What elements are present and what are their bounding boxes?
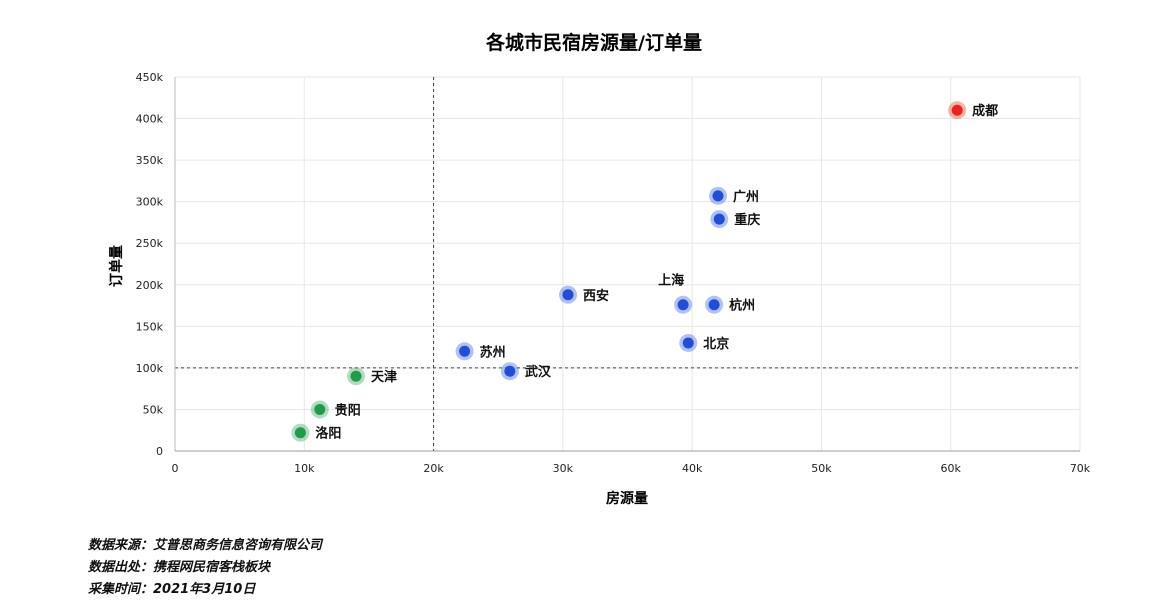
point-label: 贵阳 bbox=[335, 402, 361, 418]
point-label: 上海 bbox=[658, 273, 684, 289]
point-label: 苏州 bbox=[480, 344, 506, 360]
point-苏州: 苏州 bbox=[455, 342, 506, 361]
y-tick-label: 250k bbox=[136, 237, 164, 250]
x-tick-label: 0 bbox=[172, 462, 179, 475]
grid bbox=[175, 76, 1081, 451]
y-axis-label: 订单量 bbox=[108, 245, 125, 287]
point-label: 重庆 bbox=[734, 212, 760, 228]
point-marker bbox=[677, 299, 689, 311]
point-西安: 西安 bbox=[559, 285, 609, 304]
point-上海: 上海 bbox=[658, 273, 693, 314]
point-marker bbox=[951, 104, 963, 116]
y-tick-label: 450k bbox=[136, 71, 164, 84]
y-tick-label: 400k bbox=[136, 113, 164, 126]
footer-origin: 数据出处：携程网民宿客栈板块 bbox=[88, 560, 271, 575]
x-tick-label: 70k bbox=[1070, 462, 1091, 475]
axes bbox=[174, 77, 1080, 452]
point-成都: 成都 bbox=[948, 101, 998, 120]
y-axis-ticks: 0 50k 100k 150k 200k 250k 300k 350k 400k 450k bbox=[136, 71, 164, 458]
point-label: 西安 bbox=[583, 288, 609, 304]
footer-source: 数据来源：艾普思商务信息咨询有限公司 bbox=[88, 538, 323, 553]
x-tick-label: 10k bbox=[294, 462, 315, 475]
point-北京: 北京 bbox=[679, 333, 729, 352]
point-marker bbox=[712, 190, 724, 202]
point-marker bbox=[708, 299, 720, 311]
x-axis-ticks: 0 10k 20k 30k 40k 50k 60k 70k bbox=[172, 462, 1091, 475]
y-tick-label: 50k bbox=[143, 403, 164, 416]
x-tick-label: 60k bbox=[941, 462, 962, 475]
x-axis-label: 房源量 bbox=[606, 490, 648, 507]
point-洛阳: 洛阳 bbox=[291, 423, 341, 442]
point-武汉: 武汉 bbox=[500, 362, 552, 381]
point-marker bbox=[713, 213, 725, 225]
point-label: 杭州 bbox=[729, 298, 755, 314]
point-贵阳: 贵阳 bbox=[310, 400, 361, 419]
y-tick-label: 150k bbox=[136, 320, 164, 333]
y-tick-label: 350k bbox=[136, 154, 164, 167]
point-marker bbox=[314, 403, 326, 415]
y-tick-label: 0 bbox=[156, 445, 163, 458]
x-tick-label: 40k bbox=[682, 462, 703, 475]
point-label: 天津 bbox=[371, 369, 397, 385]
point-label: 成都 bbox=[972, 103, 998, 119]
y-tick-label: 200k bbox=[136, 279, 164, 292]
reference-lines bbox=[175, 77, 1080, 451]
point-杭州: 杭州 bbox=[705, 295, 755, 314]
x-tick-label: 20k bbox=[423, 462, 444, 475]
point-label: 广州 bbox=[733, 189, 759, 205]
point-label: 洛阳 bbox=[315, 426, 341, 442]
point-label: 北京 bbox=[703, 336, 729, 352]
point-广州: 广州 bbox=[709, 186, 759, 205]
point-marker bbox=[294, 427, 306, 439]
footer-date: 采集时间：2021年3月10日 bbox=[88, 582, 256, 597]
point-marker bbox=[562, 289, 574, 301]
point-天津: 天津 bbox=[347, 367, 397, 386]
y-tick-label: 100k bbox=[136, 362, 164, 375]
y-tick-label: 300k bbox=[136, 196, 164, 209]
point-marker bbox=[459, 345, 471, 357]
x-tick-label: 50k bbox=[811, 462, 832, 475]
point-重庆: 重庆 bbox=[710, 210, 760, 229]
point-marker bbox=[350, 370, 362, 382]
chart-title: 各城市民宿房源量/订单量 bbox=[485, 31, 702, 54]
point-marker bbox=[504, 365, 516, 377]
x-tick-label: 30k bbox=[553, 462, 574, 475]
point-marker bbox=[682, 337, 694, 349]
point-label: 武汉 bbox=[525, 364, 552, 380]
